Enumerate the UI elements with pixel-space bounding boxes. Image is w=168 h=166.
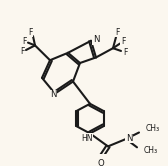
Text: HN: HN — [81, 134, 93, 143]
Text: F: F — [121, 37, 125, 46]
Text: F: F — [28, 28, 32, 37]
Text: F: F — [22, 37, 26, 46]
Text: N: N — [50, 90, 56, 99]
Text: N: N — [126, 134, 132, 143]
Text: CH₃: CH₃ — [146, 124, 160, 133]
Text: F: F — [20, 47, 24, 56]
Text: N: N — [93, 35, 99, 44]
Text: F: F — [115, 28, 119, 37]
Text: F: F — [123, 48, 127, 57]
Text: O: O — [98, 159, 104, 166]
Text: CH₃: CH₃ — [144, 146, 158, 155]
